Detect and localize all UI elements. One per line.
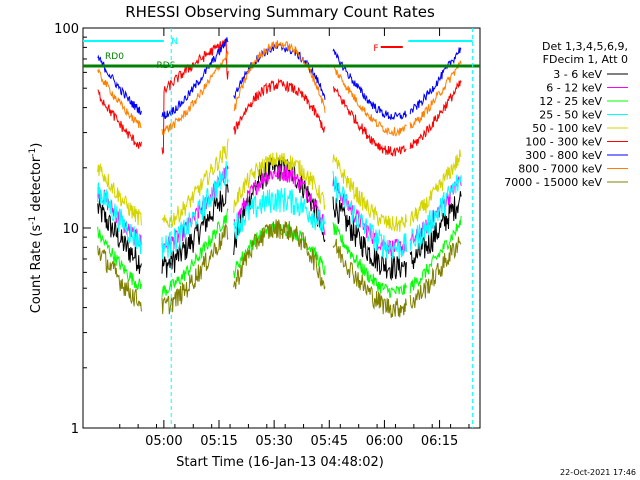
x-tick-label: 05:45: [311, 434, 348, 449]
annotation-rds: RDS: [157, 61, 176, 71]
legend-entry-label: 12 - 25 keV: [539, 95, 602, 108]
annotation-rd0: RD0: [105, 52, 124, 62]
x-tick-label: 05:30: [255, 434, 292, 449]
legend-entry-label: 7000 - 15000 keV: [504, 176, 602, 189]
legend-entry-label: 6 - 12 keV: [546, 82, 602, 95]
legend-entry-label: 100 - 300 keV: [525, 136, 602, 149]
legend-entry-label: 3 - 6 keV: [553, 68, 602, 81]
series-line-7: [97, 37, 462, 121]
series-line-5: [97, 138, 462, 232]
series-line-4: [97, 161, 462, 260]
series-line-9: [97, 219, 462, 318]
legend-header-line-1: Det 1,3,4,5,6,9,: [542, 40, 628, 53]
x-axis-label: Start Time (16-Jan-13 04:48:02): [176, 455, 384, 470]
annotation-f: F: [373, 44, 378, 54]
annotation-layer: N RD0 RDS F: [83, 28, 480, 428]
footer-date: 22-Oct-2021 17:46: [560, 468, 636, 477]
x-tick-label: 06:15: [421, 434, 458, 449]
y-tick-label: 100: [54, 22, 79, 37]
x-tick-label: 05:15: [200, 434, 237, 449]
annotation-n: N: [171, 37, 178, 47]
y-axis-label: Count Rate (s-1 detector-1): [28, 143, 44, 314]
legend-entry-label: 50 - 100 keV: [532, 122, 602, 135]
x-tick-label: 06:00: [366, 434, 403, 449]
legend-entry-label: 300 - 800 keV: [525, 149, 602, 162]
legend-header-line-2: FDecim 1, Att 0: [543, 53, 628, 66]
tick-layer: 05:00 05:15 05:30 05:45 06:00 06:15 1 10 100: [54, 22, 470, 449]
series-line-2: [97, 164, 462, 257]
series-line-6: [97, 39, 462, 157]
chart-title: RHESSI Observing Summary Count Rates: [125, 3, 435, 21]
y-tick-label: 10: [62, 222, 79, 237]
legend-entry-label: 25 - 50 keV: [539, 109, 602, 122]
y-tick-label: 1: [71, 422, 79, 437]
series-layer: [97, 37, 462, 318]
legend: Det 1,3,4,5,6,9, FDecim 1, Att 0 3 - 6 k…: [504, 40, 628, 189]
x-tick-label: 05:00: [145, 434, 182, 449]
series-line-8: [97, 40, 462, 137]
series-line-1: [97, 157, 462, 281]
legend-entry-label: 800 - 7000 keV: [518, 163, 602, 176]
